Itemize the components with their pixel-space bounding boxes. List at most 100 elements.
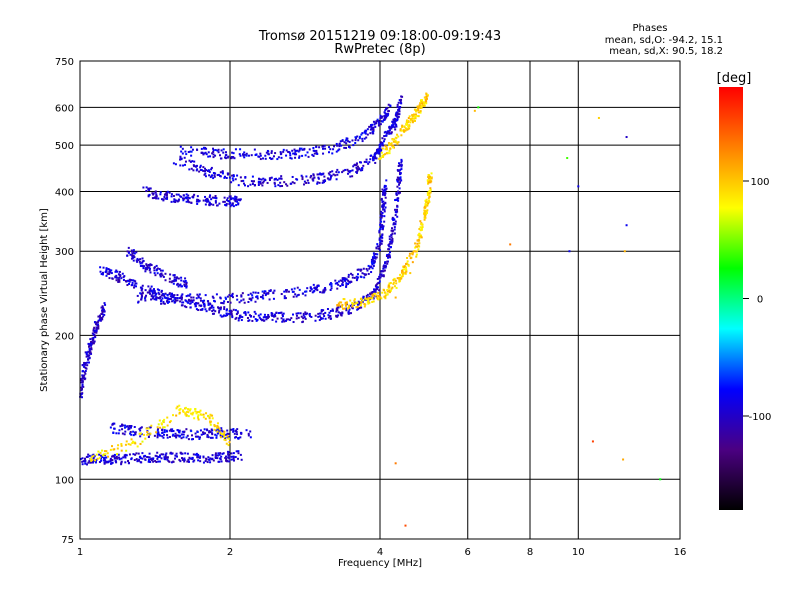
data-point [94, 461, 97, 464]
data-point [249, 183, 252, 186]
data-point [341, 171, 344, 174]
data-point [117, 453, 120, 456]
data-point [274, 185, 277, 188]
data-point [208, 201, 211, 204]
data-point [271, 157, 274, 160]
data-point [280, 156, 283, 159]
data-point [409, 272, 412, 275]
data-point [140, 426, 143, 429]
data-point [131, 279, 134, 282]
data-point [423, 104, 426, 107]
data-point [273, 181, 276, 184]
data-point [210, 166, 213, 169]
data-point [194, 453, 197, 456]
data-point [282, 148, 285, 151]
data-point [234, 456, 237, 459]
data-point [389, 282, 392, 285]
data-point [219, 452, 222, 455]
data-point [380, 210, 383, 213]
data-point [213, 175, 216, 178]
data-point [197, 200, 200, 203]
data-point [307, 181, 310, 184]
data-point [366, 293, 369, 296]
data-point [413, 108, 416, 111]
data-point [369, 266, 372, 269]
data-point [171, 296, 174, 299]
data-point [383, 138, 386, 141]
data-point [389, 127, 392, 130]
data-point [295, 314, 298, 317]
data-point [207, 302, 210, 305]
data-point [228, 293, 231, 296]
data-point [82, 374, 85, 377]
data-point [197, 302, 200, 305]
data-point [170, 430, 173, 433]
data-point [193, 302, 196, 305]
data-point [223, 435, 226, 438]
data-point [383, 220, 386, 223]
data-point [164, 458, 167, 461]
data-point [130, 257, 133, 260]
data-point [421, 99, 424, 102]
data-point [281, 320, 284, 323]
data-point [283, 295, 286, 298]
data-point [344, 303, 347, 306]
data-point [160, 289, 163, 292]
data-point [136, 459, 139, 462]
data-point [152, 295, 155, 298]
data-point [351, 276, 354, 279]
data-point [322, 179, 325, 182]
data-point [344, 139, 347, 142]
data-point [386, 260, 389, 263]
data-point [236, 311, 239, 314]
data-point [222, 302, 225, 305]
data-point [130, 250, 133, 253]
data-point [401, 126, 404, 129]
data-point [184, 163, 187, 166]
data-point [279, 185, 282, 188]
data-point [361, 169, 364, 172]
data-point [337, 314, 340, 317]
data-point [232, 452, 235, 455]
data-point [247, 154, 250, 157]
data-point [181, 152, 184, 155]
data-point [208, 204, 211, 207]
data-point [126, 279, 129, 282]
y-tick-label: 600 [55, 103, 74, 114]
data-point [421, 103, 424, 106]
data-point [185, 200, 188, 203]
data-point [188, 201, 191, 204]
data-point [202, 300, 205, 303]
data-point [86, 354, 89, 357]
data-point [290, 288, 293, 291]
data-point [262, 177, 265, 180]
data-point [289, 152, 292, 155]
data-point [197, 414, 200, 417]
data-point [90, 344, 93, 347]
data-point [170, 195, 173, 198]
data-point [353, 276, 356, 279]
data-point [380, 115, 383, 118]
data-point [141, 284, 144, 287]
data-point [179, 434, 182, 437]
data-point [170, 293, 173, 296]
data-point [187, 194, 190, 197]
data-point [243, 311, 246, 314]
data-point [364, 132, 367, 135]
data-point [288, 151, 291, 154]
data-point [304, 313, 307, 316]
data-point [374, 257, 377, 260]
data-point [180, 298, 183, 301]
data-point [155, 455, 158, 458]
data-point [113, 448, 116, 451]
data-point [181, 304, 184, 307]
data-point [81, 383, 84, 386]
data-point [394, 462, 397, 465]
data-point [363, 137, 366, 140]
data-point [347, 310, 350, 313]
data-point [103, 461, 106, 464]
data-point [93, 340, 96, 343]
data-point [324, 147, 327, 150]
data-point [379, 117, 382, 120]
data-point [202, 146, 205, 149]
